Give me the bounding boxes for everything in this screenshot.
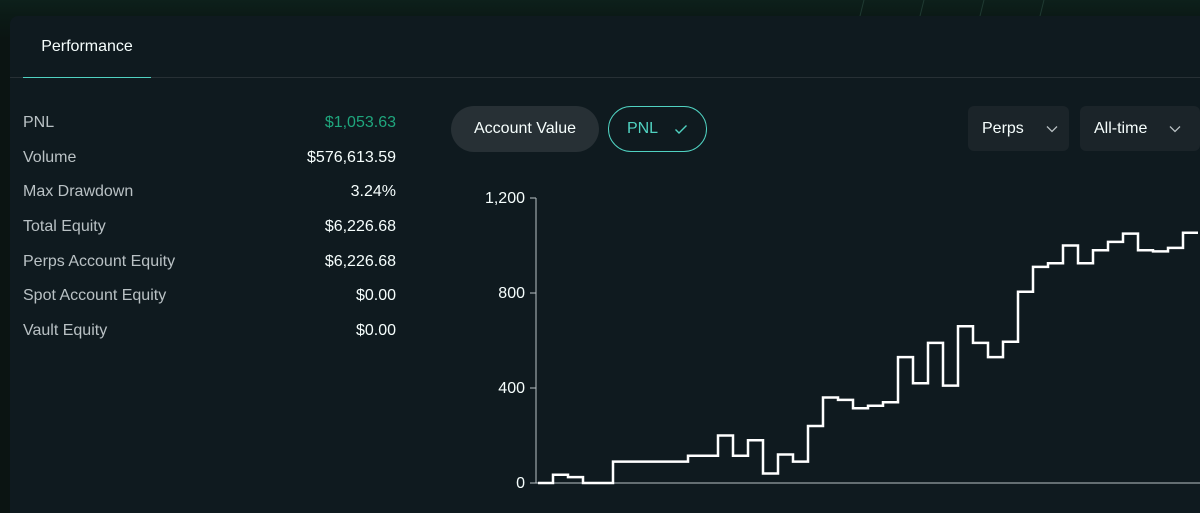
pnl-label: PNL [626,120,659,137]
stat-value: $576,613.59 [307,148,396,166]
stat-row: Max Drawdown 3.24% [23,175,396,210]
stat-label: Max Drawdown [23,183,134,201]
stat-row: Volume $576,613.59 [23,141,396,176]
stat-row: Vault Equity $0.00 [23,314,396,349]
market-dropdown[interactable]: Perps [968,106,1069,151]
check-icon [675,124,688,134]
stat-value: $6,226.68 [324,218,396,236]
chevron-down-icon [1046,125,1058,132]
range-dropdown[interactable]: All-time [1080,106,1200,151]
stat-label: Perps Account Equity [23,252,176,270]
background-decoration [859,0,1045,16]
stat-label: Spot Account Equity [23,287,167,305]
stat-label: Volume [23,148,77,166]
stat-label: PNL [23,114,55,132]
range-dropdown-label: All-time [1094,119,1148,137]
stat-value: $6,226.68 [324,252,396,270]
stat-value: $0.00 [355,321,396,339]
stat-value: $1,053.63 [324,114,396,132]
stat-row: Total Equity $6,226.68 [23,210,396,245]
pnl-chart: 0 400 800 1,200 [485,190,1200,492]
stat-row: Perps Account Equity $6,226.68 [23,244,396,279]
tab-performance[interactable]: Performance [23,16,151,78]
y-tick-label: 400 [498,380,525,397]
pnl-series-line [538,231,1198,485]
stat-row: PNL $1,053.63 [23,106,396,141]
stats-list: PNL $1,053.63 Volume $576,613.59 Max Drawdow… [23,106,396,348]
y-tick-label: 1,200 [485,190,525,207]
y-tick-label: 0 [516,475,525,492]
stat-value: 3.24% [350,183,396,201]
pnl-toggle[interactable]: PNL [608,106,707,152]
stat-row: Spot Account Equity $0.00 [23,279,396,314]
stat-label: Total Equity [23,218,106,236]
account-value-label: Account Value [474,120,576,137]
performance-panel: Performance PNL $1,053.63 Volume $576,613.5… [10,16,1200,513]
y-tick-label: 800 [498,285,525,302]
chevron-down-icon [1169,125,1181,132]
stat-value: $0.00 [355,287,396,305]
tab-bar: Performance [10,16,1200,78]
account-value-toggle[interactable]: Account Value [451,106,599,152]
stat-label: Vault Equity [23,321,108,339]
market-dropdown-label: Perps [982,119,1024,137]
